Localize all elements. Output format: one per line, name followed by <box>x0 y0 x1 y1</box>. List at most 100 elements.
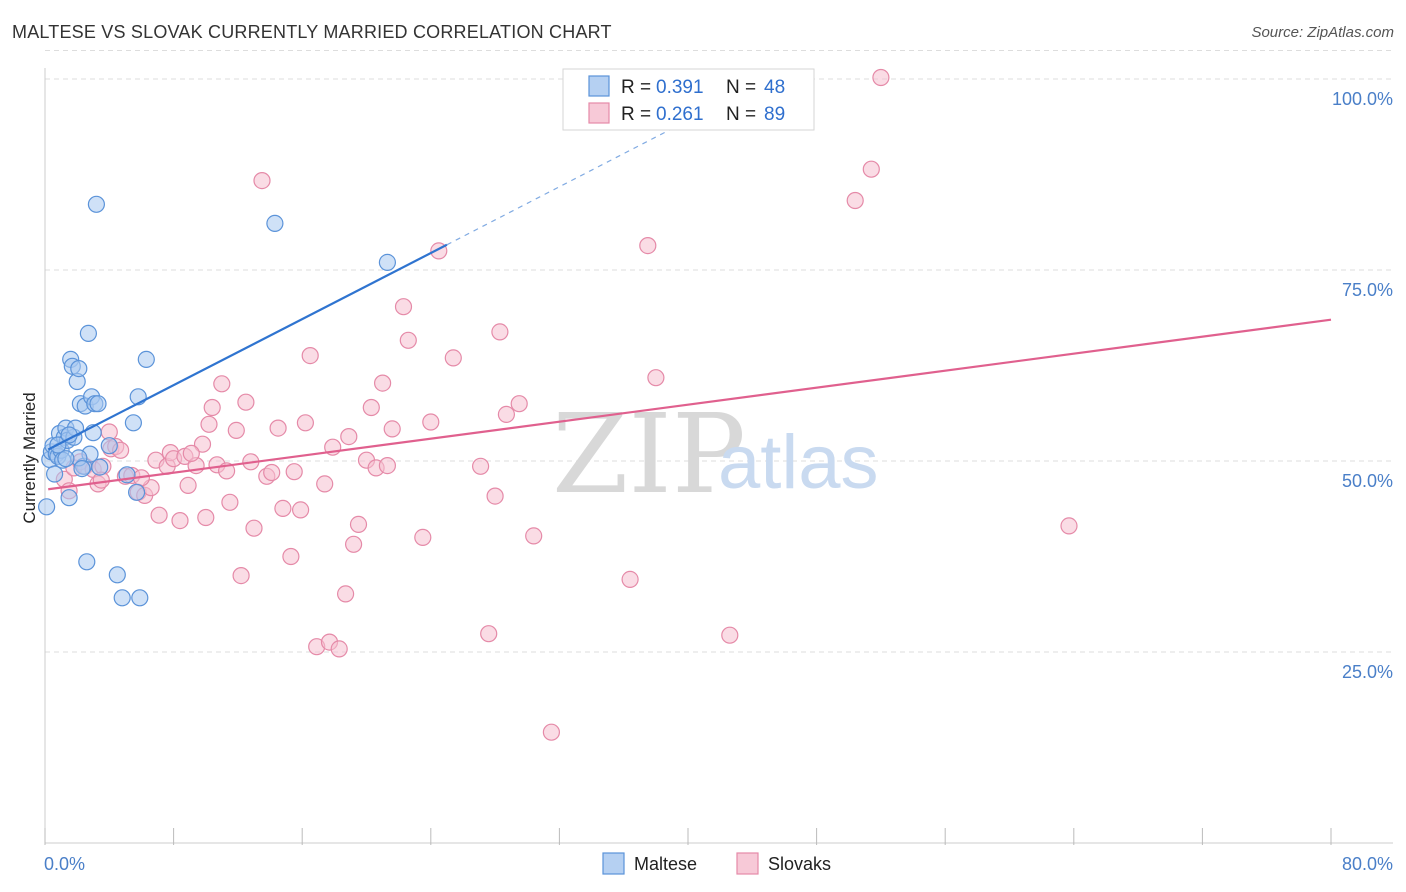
legend-maltese-r-label: R = <box>621 77 651 98</box>
legend-slovak-n-value: 89 <box>764 104 785 125</box>
maltese-point <box>45 465 64 483</box>
maltese-point <box>124 414 142 432</box>
bottom-legend-swatch-slovak <box>736 852 759 875</box>
slovak-point <box>497 405 515 423</box>
legend-box: R = 0.391 N = 48 R = 0.261 N = 89 <box>562 68 815 131</box>
maltese-points <box>37 195 396 607</box>
x-tick-label-max: 80.0% <box>1342 854 1393 874</box>
slovak-point <box>872 68 890 87</box>
slovak-point <box>171 511 189 530</box>
slovak-point <box>330 640 348 658</box>
maltese-point <box>70 360 88 378</box>
slovak-point <box>422 413 440 431</box>
maltese-point <box>57 450 75 468</box>
bottom-legend-slovak: Slovaks <box>768 854 831 874</box>
slovak-point <box>253 172 271 190</box>
y-tick-label: 50.0% <box>1342 471 1393 491</box>
slovak-point <box>301 347 319 365</box>
maltese-point <box>108 566 126 584</box>
slovak-point <box>491 323 509 341</box>
slovak-point <box>510 395 528 413</box>
slovak-point <box>282 547 300 566</box>
slovak-point <box>444 349 462 367</box>
y-tick-label: 25.0% <box>1342 662 1393 682</box>
y-tick-label: 100.0% <box>1332 89 1393 109</box>
legend-slovak-r-value: 0.261 <box>656 104 704 125</box>
slovak-point <box>374 374 392 392</box>
slovak-point <box>237 393 255 411</box>
slovak-point <box>285 463 303 481</box>
legend-maltese-r-value: 0.391 <box>656 77 704 98</box>
y-axis-label: Currently Married <box>20 392 39 523</box>
gridlines <box>45 49 1393 653</box>
slovak-point <box>647 369 665 387</box>
maltese-point <box>128 483 146 501</box>
watermark-zip: ZIP <box>552 390 746 518</box>
slovak-point <box>862 160 880 178</box>
slovak-point <box>150 506 168 524</box>
x-tick-label-min: 0.0% <box>44 854 85 874</box>
slovak-point <box>542 723 561 741</box>
y-tick-label: 75.0% <box>1342 280 1393 300</box>
bottom-legend-swatch-maltese <box>602 852 625 875</box>
chart-title: MALTESE VS SLOVAK CURRENTLY MARRIED CORR… <box>12 22 612 42</box>
maltese-point <box>79 324 98 342</box>
slovak-point <box>197 508 215 527</box>
slovak-point <box>245 519 263 537</box>
slovak-point <box>263 463 281 482</box>
slovak-point <box>639 237 657 255</box>
slovak-point <box>394 298 413 316</box>
watermark-atlas: atlas <box>718 420 879 505</box>
slovak-point <box>193 435 212 453</box>
maltese-point <box>378 253 396 271</box>
maltese-point <box>87 195 106 213</box>
slovak-point <box>486 487 504 505</box>
slovak-point <box>203 398 221 417</box>
slovak-point <box>296 414 314 432</box>
slovak-point <box>399 331 417 349</box>
slovak-point <box>383 420 401 438</box>
slovak-point <box>221 493 239 511</box>
legend-swatch-maltese <box>588 75 610 97</box>
slovak-point <box>472 457 490 475</box>
slovak-point <box>378 457 396 475</box>
maltese-point <box>78 553 96 571</box>
slovak-point <box>414 528 432 547</box>
maltese-point <box>73 460 91 478</box>
maltese-point <box>131 589 149 607</box>
slovak-point <box>1060 517 1078 535</box>
maltese-point <box>60 489 78 507</box>
slovak-point <box>846 191 864 210</box>
slovak-trendline <box>48 318 1332 491</box>
slovak-point <box>269 419 287 437</box>
legend-maltese-n-value: 48 <box>764 77 785 98</box>
slovak-point <box>345 535 363 553</box>
y-tick-labels: 25.0% 50.0% 75.0% 100.0% <box>1332 89 1393 682</box>
maltese-trendline <box>47 243 448 451</box>
legend-swatch-slovak <box>588 102 610 124</box>
slovak-point <box>525 527 543 545</box>
slovak-point <box>227 421 245 439</box>
slovak-point <box>213 375 231 393</box>
slovak-point <box>721 626 739 644</box>
slovak-point <box>182 444 200 462</box>
source-credit: Source: ZipAtlas.com <box>1251 24 1394 41</box>
slovak-point <box>232 566 250 585</box>
slovak-point <box>274 499 292 517</box>
slovak-point <box>200 415 218 433</box>
bottom-legend-maltese: Maltese <box>634 854 697 874</box>
maltese-point <box>266 214 284 232</box>
watermark: ZIP atlas <box>552 390 879 518</box>
maltese-point <box>137 350 155 368</box>
legend-slovak-n-label: N = <box>726 104 756 125</box>
slovak-point <box>340 428 358 446</box>
slovak-point <box>337 585 355 603</box>
maltese-point <box>37 498 56 516</box>
slovak-point <box>292 501 310 519</box>
slovak-point <box>480 625 498 643</box>
legend-maltese-n-label: N = <box>726 77 756 98</box>
maltese-point <box>100 437 118 455</box>
slovak-point <box>349 515 368 534</box>
slovak-point <box>179 476 197 494</box>
